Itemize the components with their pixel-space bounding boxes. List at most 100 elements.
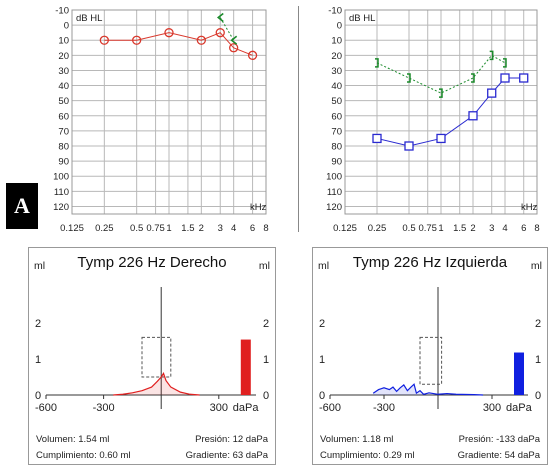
tympanogram-left: Tymp 226 Hz Izquierda ml ml 0 0 1 1 2 2 -600 -300 3… — [312, 247, 548, 465]
x-tick-label: 6 — [250, 223, 255, 234]
y-unit-label-right: ml — [531, 260, 542, 272]
x-unit-label: kHz — [521, 202, 538, 213]
y-tick-label: 90 — [58, 157, 69, 168]
x-tick-label: 0.25 — [95, 223, 114, 234]
tymp-curve — [372, 383, 484, 396]
x-tick-label: -600 — [35, 402, 57, 414]
y-tick-label: 80 — [331, 142, 342, 153]
y-tick-label: 110 — [54, 187, 69, 198]
y-tick-label: 0 — [64, 21, 69, 32]
y-tick-label: 10 — [331, 36, 342, 47]
x-tick-label: 0.25 — [368, 223, 387, 234]
stat-cumplimiento: Cumplimiento: 0.60 ml — [36, 450, 131, 461]
y-tick-label: 30 — [58, 66, 69, 77]
y-tick-label: 20 — [58, 51, 69, 62]
data-marker — [229, 43, 239, 53]
y-tick-label: 20 — [331, 51, 342, 62]
y-tick-label: 30 — [331, 66, 342, 77]
x-tick-label: 300 — [210, 402, 228, 414]
y-unit-label-right: ml — [259, 260, 270, 272]
data-marker — [471, 73, 475, 83]
x-tick-label: 2 — [470, 223, 475, 234]
data-marker — [230, 35, 238, 45]
data-marker — [99, 35, 109, 45]
y-unit-label-left: ml — [318, 260, 329, 272]
y-tick-label: 70 — [58, 126, 69, 137]
y-tick-label: 60 — [58, 111, 69, 122]
y-tick-label: -10 — [328, 6, 342, 17]
x-tick-label: 3 — [218, 223, 223, 234]
stat-gradiente: Gradiente: 54 daPa — [458, 450, 541, 461]
data-marker — [487, 88, 497, 98]
data-marker — [132, 35, 142, 45]
y-tick-label: 100 — [326, 172, 342, 183]
data-marker — [436, 133, 446, 144]
x-tick-label: 1.5 — [453, 223, 466, 234]
data-marker — [439, 88, 443, 98]
y-tick-label: 110 — [327, 187, 342, 198]
data-marker — [216, 12, 224, 23]
y-tick-label-right: 2 — [535, 318, 541, 330]
x-tick-label: 1 — [166, 223, 171, 234]
tymp-title: Tymp 226 Hz Izquierda — [353, 254, 508, 271]
tymp-curve — [113, 372, 200, 396]
y-tick-label: 120 — [53, 202, 69, 213]
y-tick-label: 50 — [58, 96, 69, 107]
panel-divider — [298, 6, 299, 232]
x-tick-label: 8 — [534, 223, 539, 234]
y-tick-label: 60 — [331, 111, 342, 122]
y-tick-label: 90 — [331, 157, 342, 168]
normal-range-box — [141, 336, 172, 378]
curve-area — [373, 384, 483, 395]
stat-cumplimiento: Cumplimiento: 0.29 ml — [320, 450, 415, 461]
y-tick-label: 10 — [58, 36, 69, 47]
y-tick-label: 120 — [326, 202, 342, 213]
x-tick-label: 0.75 — [146, 223, 165, 234]
x-tick-label: 0.125 — [333, 223, 357, 234]
data-marker — [247, 50, 258, 60]
data-marker — [196, 35, 206, 45]
x-tick-label: -300 — [93, 402, 115, 414]
y-tick-label: 40 — [58, 81, 69, 92]
unit-label: dB HL — [349, 13, 375, 24]
y-tick-label-left: 1 — [35, 354, 41, 366]
x-unit-label: daPa — [233, 402, 260, 414]
data-marker — [404, 141, 414, 151]
x-tick-label: 4 — [231, 223, 236, 234]
unit-label: dB HL — [76, 13, 102, 24]
chart-svg: -10 0 10 20 30 40 50 60 70 80 90 100 110 120 0.125 0.25… — [326, 6, 540, 235]
x-tick-label: 6 — [521, 223, 526, 234]
chart-svg: Tymp 226 Hz Izquierda ml ml 0 0 1 1 2 2 -600 -300 3… — [312, 247, 548, 465]
series-line-bone — [376, 54, 506, 94]
y-tick-label: -10 — [55, 6, 69, 17]
y-unit-label-left: ml — [34, 260, 45, 272]
y-tick-label-right: 1 — [263, 354, 269, 366]
data-marker — [489, 50, 494, 61]
x-tick-label: 0.125 — [60, 223, 84, 234]
y-tick-label-left: 2 — [35, 318, 41, 330]
y-tick-label-left: 0 — [319, 390, 325, 402]
stat-volumen: Volumen: 1.54 ml — [36, 434, 109, 445]
stat-presion: Presión: -133 daPa — [459, 434, 541, 445]
y-tick-label: 100 — [53, 172, 69, 183]
data-marker — [215, 28, 225, 38]
tymp-frame — [28, 247, 276, 465]
x-tick-label: 0.75 — [418, 223, 437, 234]
y-tick-label-right: 0 — [535, 390, 541, 402]
x-tick-label: 8 — [263, 223, 268, 234]
stat-volumen: Volumen: 1.18 ml — [320, 434, 393, 445]
data-marker — [407, 73, 411, 83]
y-tick-label-right: 1 — [535, 354, 541, 366]
x-tick-label: 300 — [483, 402, 501, 414]
curve-area — [113, 373, 200, 395]
y-tick-label: 80 — [58, 142, 69, 153]
y-tick-label-left: 0 — [35, 390, 41, 402]
x-unit-label: kHz — [250, 202, 267, 213]
x-tick-label: 0.5 — [130, 223, 143, 234]
figure-label: A — [6, 183, 38, 229]
data-marker — [372, 133, 382, 144]
x-tick-label: 1 — [438, 223, 443, 234]
x-tick-label: 2 — [199, 223, 204, 234]
volume-bar — [240, 339, 251, 395]
plot-frame — [71, 9, 267, 215]
